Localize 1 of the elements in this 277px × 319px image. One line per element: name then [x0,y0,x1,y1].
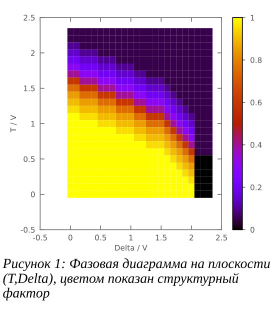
text: Рисунок 1: Фазовая диаграмма на плоскости (T,Delta), цветом показан структурный фактор [2,258,270,300]
